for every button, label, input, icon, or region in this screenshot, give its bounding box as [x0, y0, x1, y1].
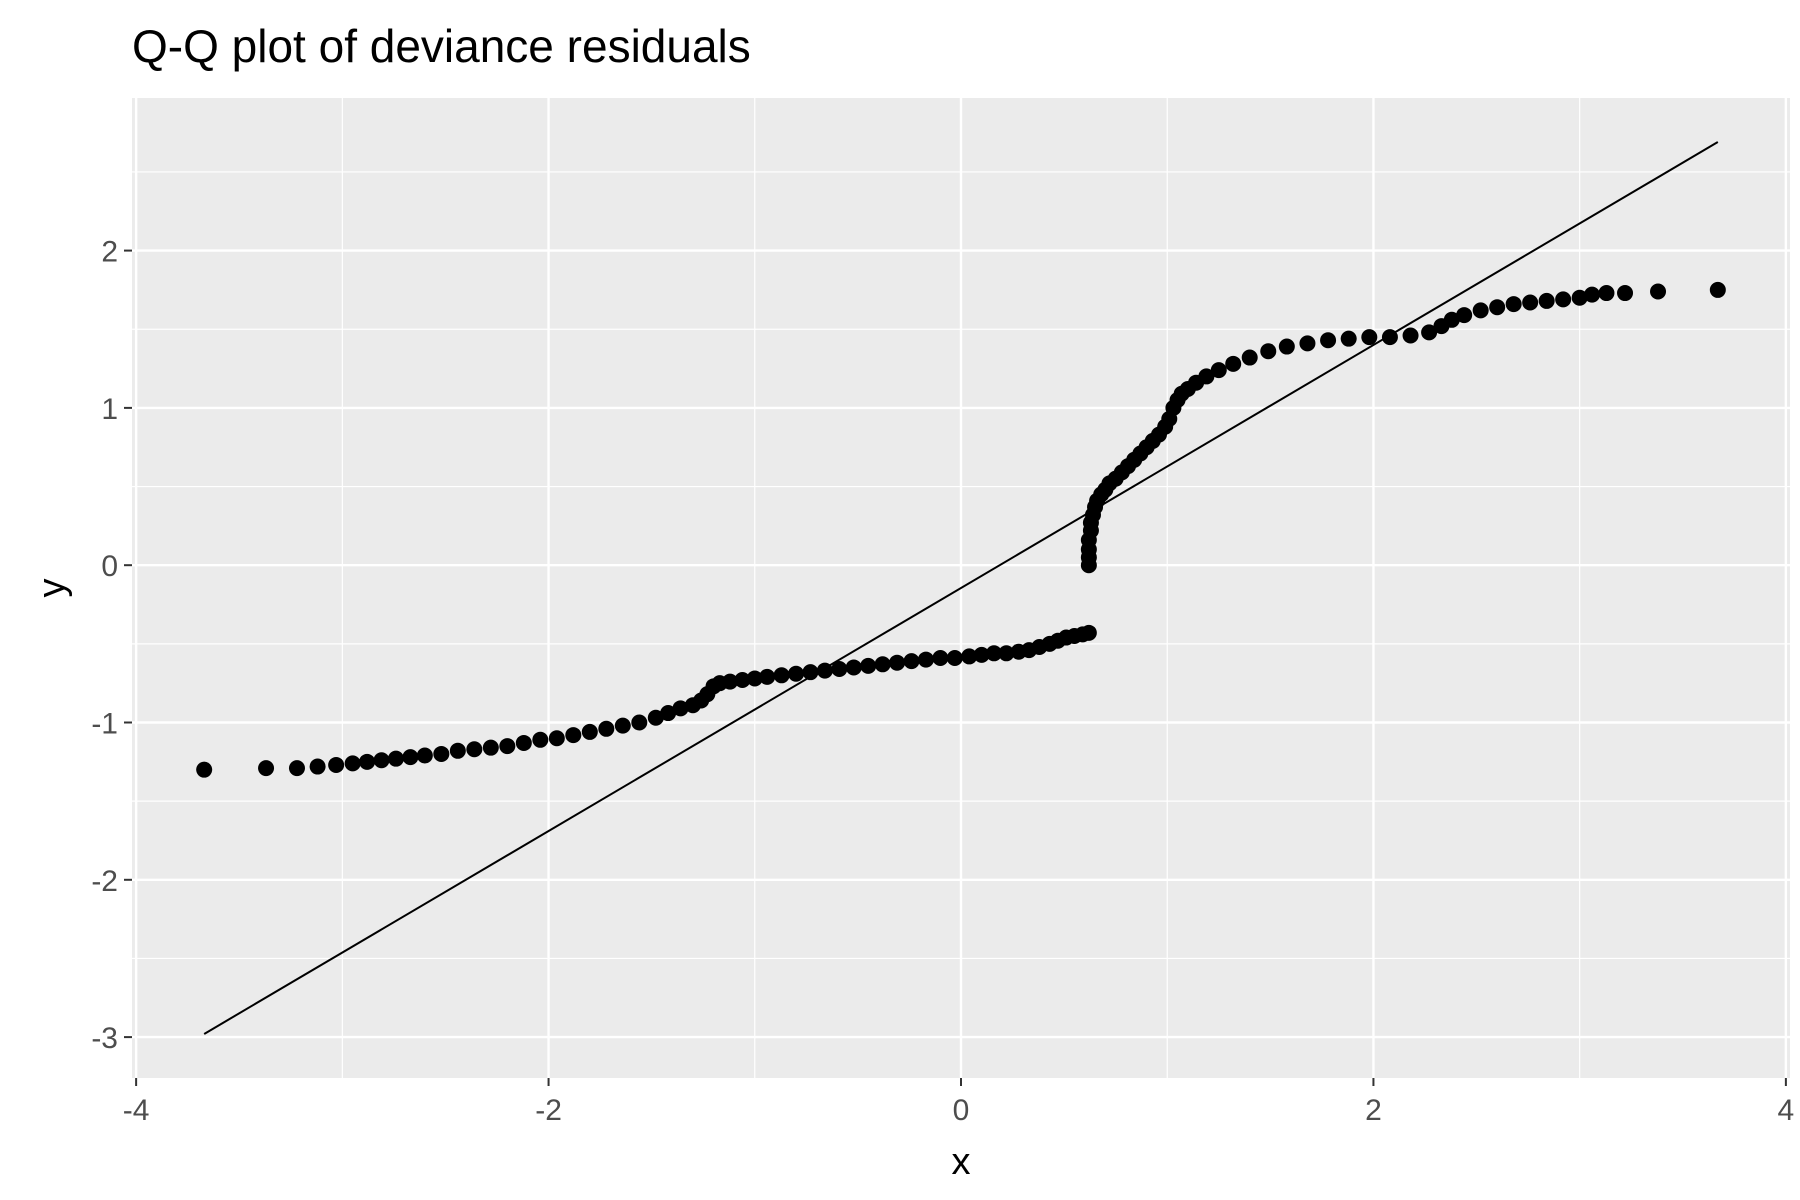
data-point [328, 756, 345, 773]
reference-line [203, 141, 1719, 1035]
data-point [903, 653, 920, 670]
data-point [816, 662, 833, 679]
data-point [802, 664, 819, 681]
data-point [387, 750, 404, 767]
y-tick-label: 1 [101, 393, 118, 426]
data-point [860, 657, 877, 674]
data-point [598, 720, 615, 737]
x-tick-label: -4 [123, 1094, 150, 1127]
data-point [1584, 286, 1601, 303]
data-point [1617, 285, 1634, 302]
data-point [961, 648, 978, 665]
data-point [759, 668, 776, 685]
data-point [946, 650, 963, 666]
reference-line-group [203, 141, 1719, 1035]
data-point [499, 738, 516, 755]
x-axis-title: x [952, 1141, 971, 1183]
data-point [258, 760, 275, 777]
data-point [614, 717, 631, 734]
y-tick-label: -2 [91, 865, 118, 898]
y-axis-title: y [31, 579, 73, 598]
data-point [1210, 362, 1227, 379]
data-point [402, 749, 419, 766]
data-point [416, 747, 433, 764]
data-point [1381, 329, 1398, 346]
data-point [1522, 294, 1539, 311]
data-point [734, 672, 751, 689]
data-point [1402, 327, 1419, 344]
y-axis: -3 -2 -1 0 1 2 [91, 236, 132, 1055]
data-point [1456, 307, 1473, 324]
data-point [773, 667, 790, 684]
data-point [1443, 311, 1460, 328]
data-point [746, 670, 763, 687]
data-point [672, 700, 689, 717]
data-point [998, 645, 1015, 662]
data-point [1505, 296, 1522, 313]
data-point [1299, 335, 1316, 352]
data-point [515, 734, 532, 751]
data-point [565, 727, 582, 744]
data-point [1555, 291, 1572, 308]
x-tick-label: 0 [953, 1094, 970, 1127]
data-point [1598, 285, 1615, 302]
x-tick-label: 2 [1365, 1094, 1382, 1127]
data-point [647, 709, 664, 726]
y-tick-label: 0 [101, 550, 118, 583]
data-point [722, 673, 739, 690]
data-point [1421, 324, 1438, 341]
data-point [309, 758, 326, 775]
data-point [1340, 330, 1357, 347]
data-point [1538, 292, 1555, 309]
data-point [1320, 332, 1337, 349]
x-axis: -4 -2 0 2 4 [123, 1078, 1794, 1127]
y-tick-label: -3 [91, 1022, 118, 1055]
data-point [631, 714, 648, 731]
y-tick-label: -1 [91, 707, 118, 740]
data-point [831, 661, 848, 678]
data-point [344, 755, 361, 772]
data-point [1278, 338, 1295, 355]
data-point [1198, 368, 1215, 385]
data-point [433, 745, 450, 762]
data-point [874, 656, 891, 673]
data-point [1709, 281, 1726, 298]
data-point [482, 739, 499, 756]
chart-title: Q-Q plot of deviance residuals [132, 20, 751, 72]
data-point [532, 731, 549, 748]
data-point [1080, 624, 1097, 641]
data-point [1361, 329, 1378, 346]
y-tick-label: 2 [101, 236, 118, 269]
data-point [1571, 289, 1588, 306]
data-point [1225, 355, 1242, 372]
data-point [581, 723, 598, 740]
data-point [1472, 302, 1489, 319]
data-point [788, 665, 805, 682]
data-point [449, 742, 466, 759]
data-point [288, 760, 305, 777]
data-point [917, 651, 934, 668]
data-point [1650, 283, 1667, 300]
data-point [466, 741, 483, 758]
major-gridlines [132, 98, 1790, 1078]
x-tick-label: 4 [1778, 1094, 1795, 1127]
data-point [973, 646, 990, 663]
data-point [548, 730, 565, 747]
data-point [932, 650, 949, 666]
data-point [985, 645, 1002, 662]
data-points [196, 281, 1726, 778]
x-tick-label: -2 [535, 1094, 562, 1127]
data-point [889, 654, 906, 671]
data-point [359, 753, 376, 770]
data-point [1489, 299, 1506, 316]
data-point [373, 752, 390, 769]
data-point [196, 761, 213, 778]
data-point [1241, 349, 1258, 366]
data-point [1260, 343, 1277, 360]
data-point [845, 659, 862, 676]
data-point [660, 705, 677, 722]
